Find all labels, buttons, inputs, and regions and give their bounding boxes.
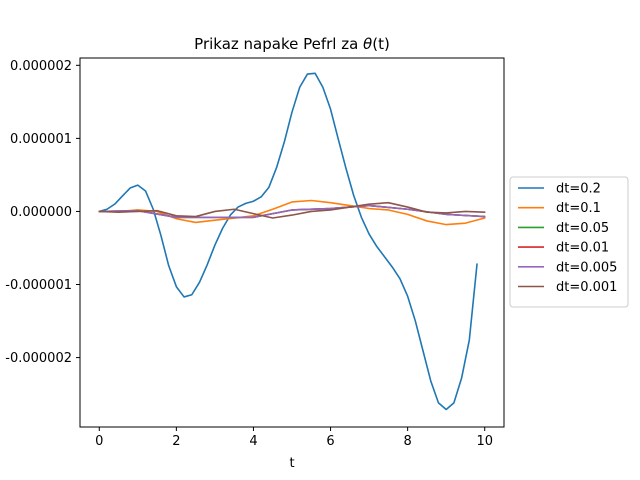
x-tick-label: 0 [95, 434, 103, 449]
legend-label-4: dt=0.005 [556, 260, 617, 275]
x-axis: 0 2 4 6 8 10 [95, 427, 493, 449]
y-tick-label: 0.000002 [10, 59, 72, 74]
x-tick-label: 6 [326, 434, 334, 449]
series-layer [98, 72, 486, 411]
plot-frame [79, 57, 505, 428]
legend-label-1: dt=0.1 [556, 201, 601, 216]
x-tick-label: 4 [249, 434, 257, 449]
x-tick-label: 2 [172, 434, 180, 449]
legend-label-5: dt=0.001 [556, 280, 617, 295]
y-tick-label: 0.000001 [10, 132, 72, 147]
legend: dt=0.2 dt=0.1 dt=0.05 dt=0.01 dt=0.005 dt=0.0… [509, 176, 629, 308]
legend-label-3: dt=0.01 [556, 241, 609, 256]
legend-box [509, 176, 629, 308]
series-line-0 [98, 72, 478, 411]
y-tick-label: -0.000001 [5, 278, 72, 293]
legend-label-2: dt=0.05 [556, 221, 609, 236]
legend-label-0: dt=0.2 [556, 182, 601, 197]
x-tick-label: 10 [476, 434, 493, 449]
series-line-1 [98, 199, 486, 226]
chart-title: Prikaz napake Pefrl za θ(t) [194, 35, 390, 53]
x-tick-label: 8 [403, 434, 411, 449]
y-tick-label: -0.000002 [5, 351, 72, 366]
series-line-5 [98, 201, 486, 219]
y-axis: 0.000002 0.000001 0.000000 -0.000001 -0.0000… [5, 59, 80, 366]
y-tick-label: 0.000000 [10, 205, 72, 220]
x-axis-label: t [289, 456, 294, 471]
